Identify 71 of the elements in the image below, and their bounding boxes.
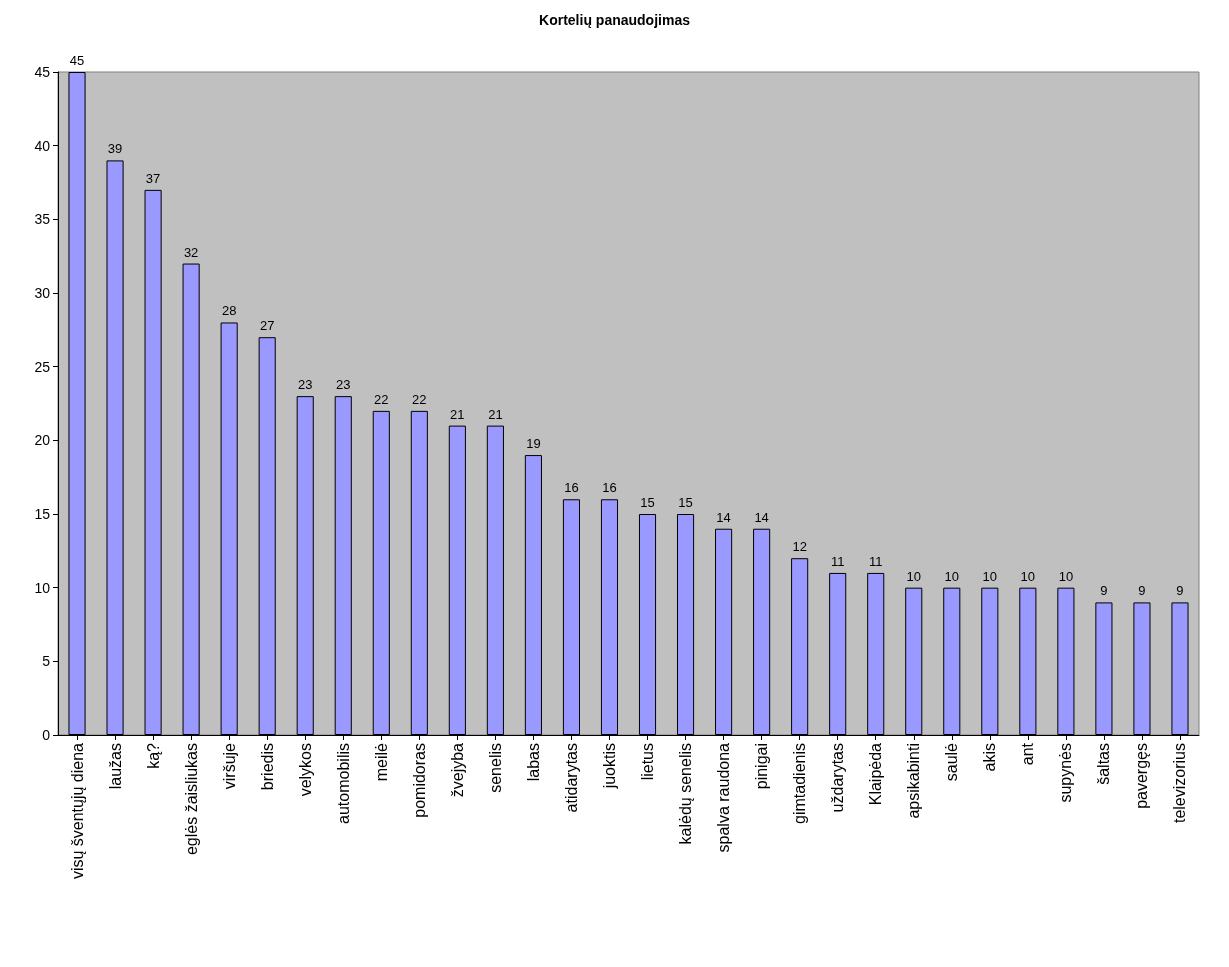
x-tick-label: supynės <box>1057 743 1075 803</box>
x-tick-label: pinigai <box>753 743 771 790</box>
x-tick-label: viršuje <box>220 742 238 790</box>
data-label: 19 <box>526 436 541 452</box>
x-tick-label: uždarytas <box>829 743 847 813</box>
x-tick-label: televizorius <box>1171 743 1189 824</box>
x-tick-label: spalva raudona <box>715 742 733 853</box>
y-tick-label: 45 <box>34 64 51 80</box>
y-tick-label: 20 <box>34 432 51 449</box>
y-tick-label: 35 <box>34 211 51 228</box>
y-tick-label: 30 <box>34 285 51 301</box>
data-label: 23 <box>336 377 351 393</box>
x-tick-label: ką? <box>144 742 162 769</box>
x-tick-label: akis <box>981 743 999 772</box>
y-tick-label: 0 <box>42 727 51 743</box>
x-tick-label: visų šventųjų diena <box>68 742 86 880</box>
data-label: 23 <box>297 377 313 393</box>
data-label: 15 <box>640 495 655 510</box>
x-tick-label: ant <box>1019 742 1037 766</box>
data-label: 16 <box>564 480 579 496</box>
y-tick-label: 40 <box>34 137 51 154</box>
y-tick-label: 15 <box>34 506 51 522</box>
x-tick-label: pavergęs <box>1133 743 1151 809</box>
x-tick-label: eglės žaisliukas <box>182 743 200 856</box>
data-label: 11 <box>830 553 845 569</box>
chart-title: Kortelių panaudojimas <box>539 12 691 28</box>
x-tick-label: pomidoras <box>410 743 428 818</box>
data-label: 28 <box>221 303 237 319</box>
x-tick-label: juoktis <box>600 743 618 790</box>
data-label: 37 <box>145 170 161 186</box>
data-label: 21 <box>488 406 503 422</box>
x-tick-label: automobilis <box>334 743 352 824</box>
data-label: 14 <box>716 509 731 525</box>
x-tick-label: laužas <box>106 743 124 790</box>
x-tick-label: lietus <box>639 743 657 781</box>
x-tick-label: velykos <box>296 743 314 797</box>
data-label: 10 <box>1020 568 1036 584</box>
x-tick-label: kalėdų senelis <box>677 743 695 845</box>
data-label: 10 <box>982 568 998 584</box>
data-label: 14 <box>754 509 769 525</box>
data-label: 21 <box>450 406 465 422</box>
data-label: 15 <box>678 495 693 510</box>
x-tick-label: šaltas <box>1095 743 1113 785</box>
x-tick-label: labas <box>524 743 542 782</box>
x-tick-label: gimtadienis <box>791 743 809 824</box>
data-label: 12 <box>792 539 807 555</box>
data-label: 10 <box>1058 568 1074 584</box>
x-tick-label: senelis <box>486 743 504 793</box>
x-tick-label: meilė <box>372 742 390 782</box>
data-label: 45 <box>69 53 85 68</box>
y-tick-label: 5 <box>42 653 51 670</box>
data-label: 9 <box>1176 583 1184 599</box>
y-tick-label: 10 <box>34 579 51 596</box>
data-label: 32 <box>183 244 199 260</box>
data-label: 9 <box>1138 583 1146 599</box>
data-label: 16 <box>602 480 617 496</box>
data-label: 22 <box>412 391 427 407</box>
data-label: 9 <box>1100 583 1108 599</box>
x-tick-label: Klaipėda <box>867 742 885 806</box>
data-label: 10 <box>944 568 960 584</box>
y-tick-label: 25 <box>34 358 51 375</box>
data-label: 10 <box>906 568 921 584</box>
data-label: 22 <box>374 391 389 407</box>
x-tick-label: apsikabinti <box>905 743 923 819</box>
x-tick-label: žvejyba <box>448 742 466 798</box>
data-label: 39 <box>107 141 123 157</box>
data-label: 11 <box>868 553 883 569</box>
x-tick-label: atidarytas <box>562 743 580 813</box>
x-tick-label: saulė <box>943 742 961 782</box>
x-tick-label: briedis <box>258 743 276 791</box>
data-label: 27 <box>259 318 275 334</box>
